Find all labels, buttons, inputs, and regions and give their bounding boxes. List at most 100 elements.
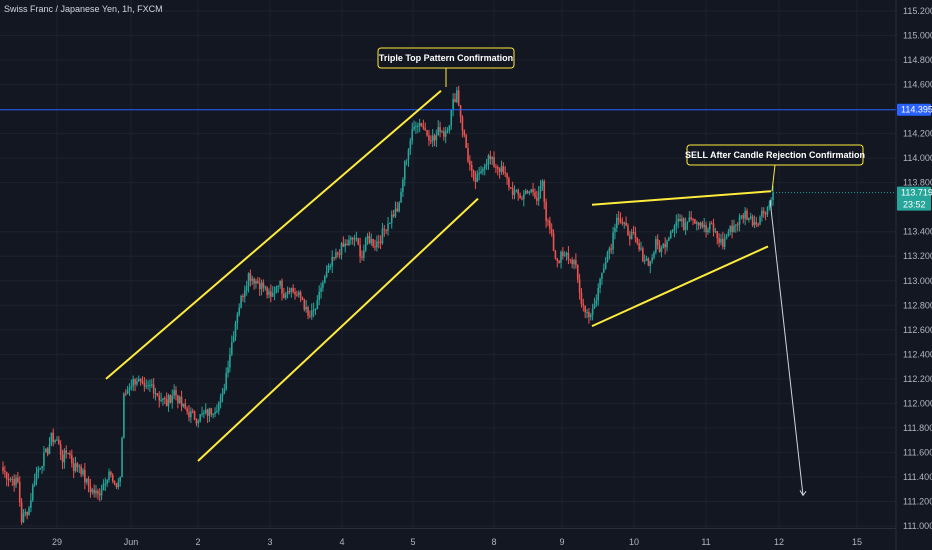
candle — [11, 475, 14, 486]
candle — [132, 375, 134, 392]
candle — [710, 221, 713, 225]
trendline-wedge-bottom[interactable] — [591, 245, 769, 328]
candle — [141, 376, 144, 385]
candle — [526, 189, 529, 194]
candle — [147, 380, 149, 390]
candle — [456, 86, 458, 104]
candle — [541, 179, 544, 191]
projection-arrow[interactable] — [769, 199, 804, 496]
candle — [487, 153, 490, 170]
candle — [463, 129, 466, 138]
candle — [443, 127, 445, 141]
candle — [521, 195, 523, 201]
candle — [733, 219, 735, 233]
candle — [69, 450, 71, 459]
candle — [480, 165, 482, 175]
candle — [504, 166, 506, 178]
candle — [102, 479, 105, 491]
candle — [500, 160, 503, 175]
candle — [679, 213, 681, 222]
candle — [640, 241, 642, 251]
candle — [191, 408, 194, 414]
annotation-callout[interactable]: SELL After Candle Rejection Confirmation — [685, 144, 865, 192]
candle — [612, 226, 614, 255]
candle — [119, 476, 121, 487]
candle — [560, 250, 562, 269]
candle — [642, 246, 644, 263]
candle — [301, 296, 304, 301]
candle — [210, 407, 213, 418]
candle — [482, 167, 484, 176]
candle — [164, 396, 166, 405]
trendline-upper-channel[interactable] — [105, 89, 442, 380]
candle — [173, 384, 175, 400]
candle — [392, 209, 395, 218]
candle — [448, 124, 451, 134]
candle — [270, 284, 272, 303]
y-tick-label: 111.400 — [903, 472, 932, 482]
horizontal-line-label-bg — [897, 103, 931, 116]
candle — [509, 187, 512, 190]
x-tick-label: 8 — [491, 537, 496, 547]
annotation-callout[interactable]: Triple Top Pattern Confirmation — [377, 47, 515, 88]
candle — [627, 223, 629, 236]
candle — [701, 220, 704, 229]
candle — [126, 385, 129, 395]
grid — [0, 0, 896, 528]
candle — [621, 217, 624, 226]
candle — [279, 280, 281, 289]
candle — [636, 237, 639, 246]
candle — [604, 257, 607, 270]
candle — [4, 465, 6, 478]
candle — [305, 299, 307, 313]
candle — [664, 237, 666, 255]
candle — [214, 407, 216, 418]
candle — [766, 206, 769, 218]
candle — [52, 428, 55, 447]
candle — [65, 445, 68, 459]
candle — [143, 377, 146, 392]
candle — [35, 466, 38, 486]
last-price-badge — [897, 186, 931, 211]
candle — [178, 395, 181, 404]
candle — [357, 237, 360, 246]
candle — [89, 479, 92, 498]
candle — [517, 188, 520, 201]
candle — [400, 188, 402, 203]
candle — [474, 171, 477, 190]
candle — [498, 167, 501, 179]
trendline-wedge-top[interactable] — [591, 190, 772, 206]
candle — [186, 406, 188, 415]
candle — [515, 189, 518, 193]
candle — [539, 179, 542, 199]
candle — [325, 265, 328, 279]
candle — [686, 221, 689, 231]
arrow-head-icon — [799, 490, 807, 497]
candle — [124, 389, 127, 397]
candle — [584, 305, 586, 319]
candle — [190, 407, 192, 423]
candle — [738, 213, 741, 232]
candle — [742, 212, 745, 224]
candle — [296, 290, 298, 297]
candle — [364, 236, 367, 253]
y-tick-label: 112.600 — [903, 325, 932, 335]
candle — [599, 277, 601, 294]
x-tick-label: 10 — [629, 537, 639, 547]
candle — [772, 185, 774, 207]
candle — [662, 243, 665, 249]
candle — [638, 239, 640, 252]
candle — [374, 239, 376, 251]
candle — [653, 250, 655, 260]
trendline-lower-channel[interactable] — [197, 197, 479, 462]
drawings[interactable]: Triple Top Pattern Confirmation SELL Afte… — [0, 47, 896, 497]
candle — [478, 166, 480, 181]
candle — [722, 231, 724, 250]
y-tick-label: 111.800 — [903, 423, 932, 433]
candle — [121, 436, 123, 478]
candle — [493, 151, 495, 168]
candle — [543, 179, 546, 210]
candle — [623, 221, 626, 229]
